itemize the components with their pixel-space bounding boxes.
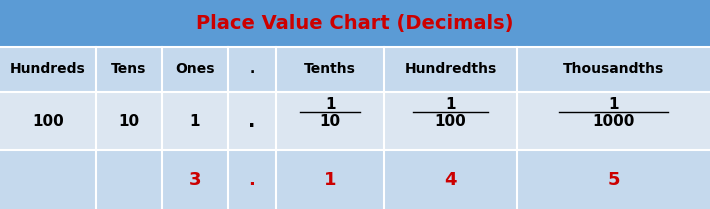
Text: Place Value Chart (Decimals): Place Value Chart (Decimals) xyxy=(196,14,514,33)
Text: Ones: Ones xyxy=(175,62,214,76)
Text: Hundredths: Hundredths xyxy=(405,62,496,76)
Text: 1: 1 xyxy=(608,97,618,112)
Text: 100: 100 xyxy=(32,114,64,129)
Text: 3: 3 xyxy=(189,171,201,189)
Bar xyxy=(0,92,710,150)
Text: Hundreds: Hundreds xyxy=(10,62,86,76)
Text: 1: 1 xyxy=(190,114,200,129)
Text: 1000: 1000 xyxy=(592,114,635,129)
Text: 4: 4 xyxy=(444,171,457,189)
Bar xyxy=(0,150,710,209)
Bar xyxy=(0,47,710,92)
Text: 10: 10 xyxy=(119,114,139,129)
Text: .: . xyxy=(248,112,256,131)
Text: 1: 1 xyxy=(324,171,337,189)
Text: .: . xyxy=(248,171,256,189)
Text: 1: 1 xyxy=(325,97,335,112)
Text: 100: 100 xyxy=(435,114,466,129)
Text: Tenths: Tenths xyxy=(304,62,356,76)
Text: .: . xyxy=(249,62,255,76)
Text: Tens: Tens xyxy=(111,62,146,76)
Text: 5: 5 xyxy=(607,171,620,189)
Bar xyxy=(0,0,710,47)
Text: 10: 10 xyxy=(320,114,341,129)
Text: Thousandths: Thousandths xyxy=(563,62,664,76)
Text: 1: 1 xyxy=(445,97,456,112)
